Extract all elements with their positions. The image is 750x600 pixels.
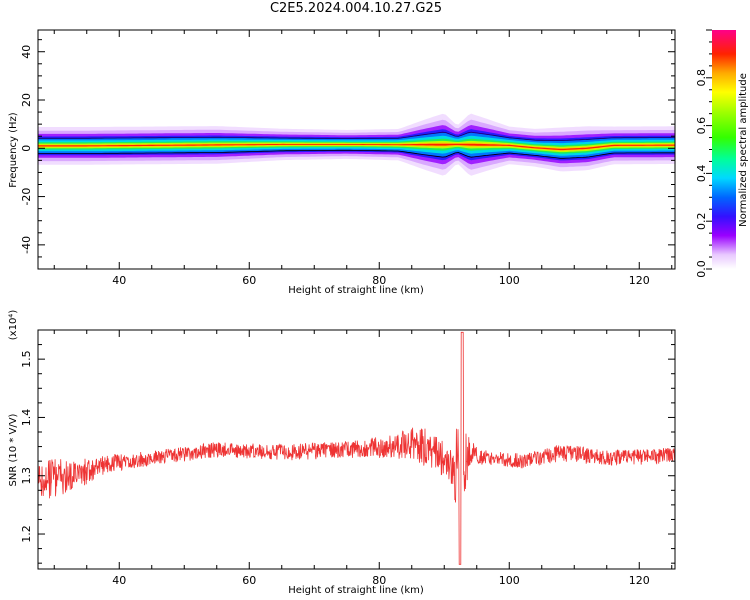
colorbar-tick-label: 0.0: [695, 260, 708, 278]
spectrogram-y-ticks: -40 -20 0 20 40: [20, 39, 675, 270]
spectrogram-y-axis-label: Frequency (Hz): [8, 112, 19, 188]
snr-y-axis-label: SNR (10 * V/V): [8, 413, 19, 486]
spectrogram-panel: 40 60 80 100 120 -40 -20 0 20 40 Height of strai…: [8, 29, 676, 296]
y-tick-label: -40: [20, 236, 33, 254]
y-tick-label: 0: [20, 145, 33, 152]
y-tick-label: 1.3: [20, 467, 33, 485]
spectrogram-edge-line: [38, 131, 675, 142]
x-tick-label: 100: [499, 574, 520, 587]
colorbar-tick-label: 0.4: [695, 165, 708, 183]
x-tick-label: 80: [372, 274, 386, 287]
y-tick-label: 1.5: [20, 350, 33, 368]
x-tick-label: 120: [629, 574, 650, 587]
snr-multiplier-label: (x10⁴): [8, 310, 19, 341]
colorbar-tick-label: 0.2: [695, 212, 708, 230]
y-tick-label: 20: [20, 93, 33, 107]
y-tick-label: -20: [20, 188, 33, 206]
x-tick-label: 60: [242, 574, 256, 587]
x-tick-label: 80: [372, 574, 386, 587]
snr-frame: [37, 329, 676, 570]
spectrogram-x-ticks: 40 60 80 100 120: [53, 30, 673, 287]
colorbar: 0.0 0.2 0.4 0.6 0.8 Normalized spectral ampl…: [695, 29, 749, 278]
snr-series-line: [38, 331, 675, 565]
snr-x-axis-label: Height of straight line (km): [288, 585, 424, 596]
y-tick-label: 1.2: [20, 525, 33, 543]
spectrogram-x-axis-label: Height of straight line (km): [288, 285, 424, 296]
colorbar-label: Normalized spectral amplitude: [738, 73, 749, 227]
spectrogram-area: [38, 113, 675, 176]
spectrogram-edge-line: [38, 149, 675, 159]
spectrogram-frame: [37, 29, 676, 270]
x-tick-label: 120: [629, 274, 650, 287]
colorbar-tick-label: 0.6: [695, 117, 708, 135]
colorbar-ticks: 0.0 0.2 0.4 0.6 0.8: [695, 29, 712, 278]
x-tick-label: 40: [112, 574, 126, 587]
snr-x-ticks: 40 60 80 100 120: [53, 330, 673, 587]
spectrogram-band-9: [38, 143, 675, 151]
colorbar-tick-label: 0.8: [695, 69, 708, 87]
snr-panel: 40 60 80 100 120 1.2 1.3 1.4 1.5 Height of stra…: [8, 310, 676, 596]
colorbar-gradient: [712, 30, 736, 269]
spectrogram-band-7: [38, 140, 675, 153]
x-tick-label: 100: [499, 274, 520, 287]
chart-title: C2E5.2024.004.10.27.G25: [269, 1, 443, 16]
y-tick-label: 1.4: [20, 409, 33, 427]
snr-area: [38, 331, 675, 565]
y-tick-label: 40: [20, 45, 33, 59]
x-tick-label: 40: [112, 274, 126, 287]
snr-y-ticks: 1.2 1.3 1.4 1.5: [20, 329, 675, 564]
x-tick-label: 60: [242, 274, 256, 287]
